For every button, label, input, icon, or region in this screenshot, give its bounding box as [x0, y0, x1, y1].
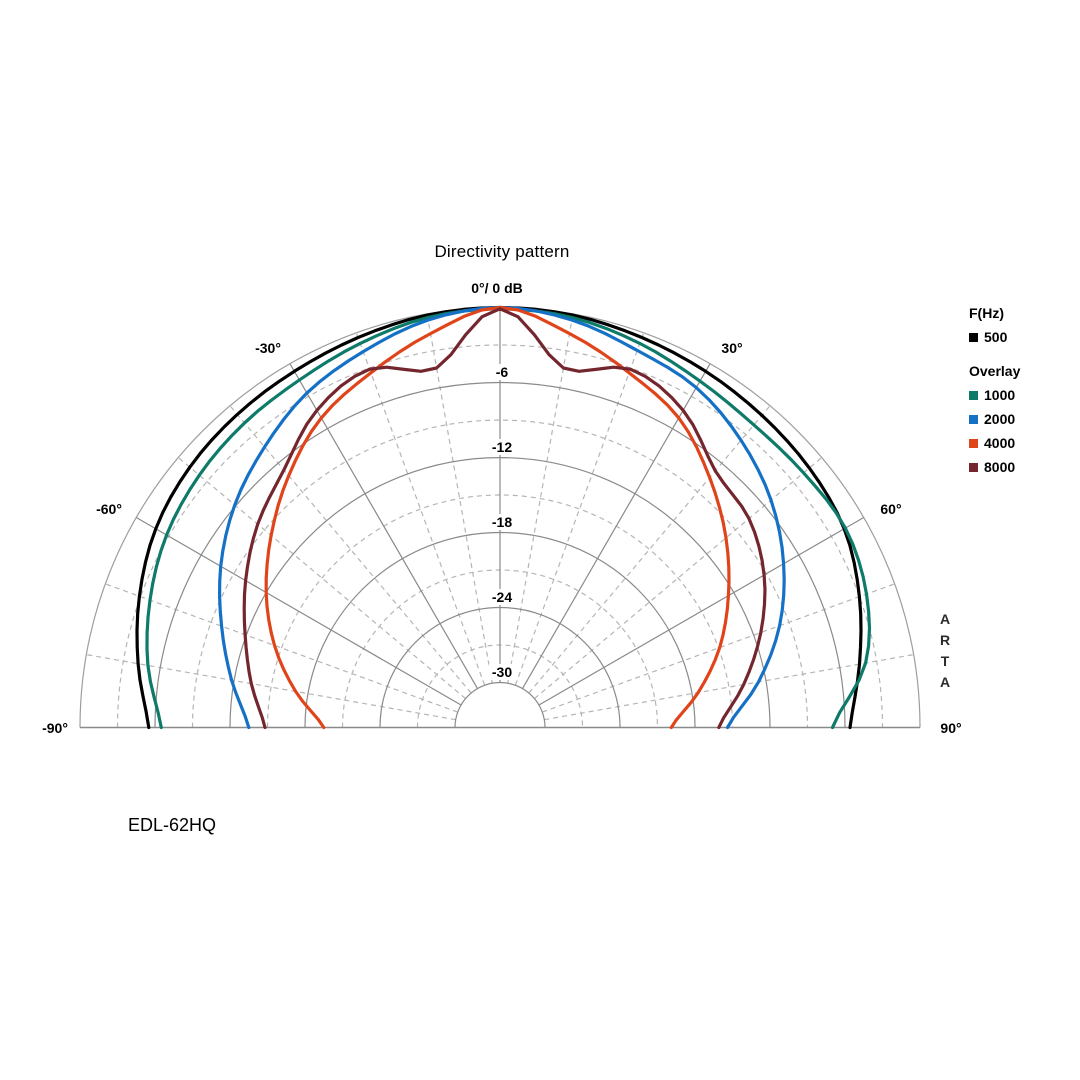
legend-swatch-2000 [969, 414, 978, 424]
legend-swatch-4000 [969, 438, 978, 448]
db-tick-label--6: -6 [492, 363, 512, 380]
legend-gap [969, 349, 1020, 359]
curve-8000 [242, 307, 767, 730]
grid-spoke-solid [135, 516, 462, 706]
angle-label-90: 90° [940, 719, 962, 736]
grid-spoke-solid [521, 363, 711, 689]
db-tick-label--12: -12 [488, 438, 516, 455]
legend-label: 500 [984, 329, 1008, 345]
legend-item-500: 500 [969, 325, 1020, 349]
grid-spoke-solid [289, 363, 479, 689]
grid-ring-dashed [191, 419, 809, 728]
grid-spoke-solid [538, 516, 865, 706]
db-tick-label--24: -24 [488, 588, 516, 605]
db-tick-label--18: -18 [488, 513, 516, 530]
legend-primary-items: 500 [969, 325, 1020, 349]
polar-grid [79, 306, 921, 729]
angle-label-60: 60° [880, 500, 902, 517]
apex-angle-label: 0°/ 0 dB [471, 280, 523, 296]
legend-swatch-1000 [969, 390, 978, 400]
angle-label-30: 30° [721, 339, 743, 356]
angle-label--90: -90° [42, 719, 68, 736]
model-label: EDL-62HQ [128, 815, 217, 835]
legend-overlay-header: Overlay [969, 363, 1021, 379]
legend-item-2000: 2000 [969, 407, 1020, 431]
legend-swatch-500 [969, 332, 978, 342]
legend-item-4000: 4000 [969, 431, 1020, 455]
watermark-letter: R [939, 632, 951, 648]
legend-label: 8000 [984, 459, 1016, 475]
legend-item-1000: 1000 [969, 383, 1020, 407]
legend-label: 1000 [984, 387, 1016, 403]
legend-item-8000: 8000 [969, 455, 1020, 479]
angle-label--30: -30° [255, 339, 281, 356]
grid-spoke-dashed [514, 332, 645, 686]
db-tick-label--30: -30 [488, 663, 516, 680]
legend-label: 2000 [984, 411, 1016, 427]
angle-label--60: -60° [96, 500, 122, 517]
legend: F(Hz) 500 Overlay 1000 2000 4000 8000 [969, 301, 1020, 479]
watermark-letter: A [939, 611, 951, 627]
legend-overlay-items: 1000 2000 4000 8000 [969, 383, 1020, 479]
legend-swatch-8000 [969, 462, 978, 472]
chart-title: Directivity pattern [434, 242, 570, 261]
watermark-letter: T [940, 653, 950, 669]
grid-ring-dashed [266, 494, 734, 728]
legend-label: 4000 [984, 435, 1016, 451]
legend-primary-header: F(Hz) [969, 305, 1004, 321]
watermark-letter: A [939, 674, 951, 690]
